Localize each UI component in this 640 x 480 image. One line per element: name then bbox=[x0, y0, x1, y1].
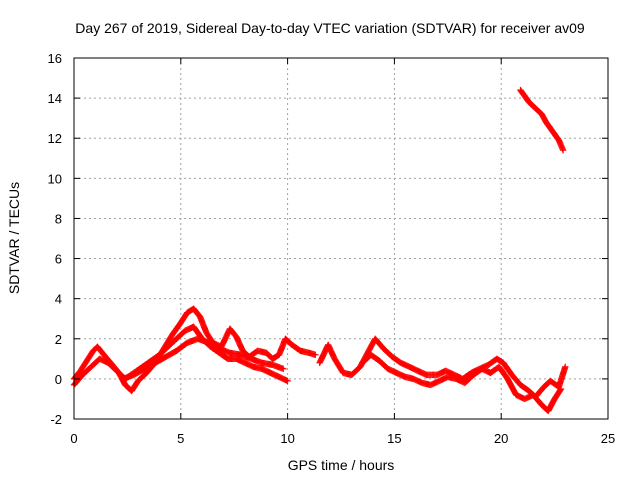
x-tick-label: 5 bbox=[177, 431, 184, 446]
y-tick-label: 4 bbox=[55, 292, 62, 307]
y-tick-label: 12 bbox=[48, 131, 62, 146]
y-tick-label: 10 bbox=[48, 171, 62, 186]
x-tick-label: 25 bbox=[601, 431, 615, 446]
y-axis-label: SDTVAR / TECUs bbox=[6, 182, 22, 294]
y-tick-label: 6 bbox=[55, 252, 62, 267]
x-axis-label: GPS time / hours bbox=[288, 457, 395, 473]
y-tick-label: 0 bbox=[55, 372, 62, 387]
y-tick-label: -2 bbox=[50, 412, 62, 427]
y-tick-label: 14 bbox=[48, 91, 62, 106]
x-tick-label: 10 bbox=[280, 431, 294, 446]
x-tick-label: 0 bbox=[70, 431, 77, 446]
chart-title: Day 267 of 2019, Sidereal Day-to-day VTE… bbox=[75, 20, 585, 36]
x-tick-label: 20 bbox=[494, 431, 508, 446]
y-tick-label: 2 bbox=[55, 332, 62, 347]
y-tick-label: 8 bbox=[55, 211, 62, 226]
y-tick-label: 16 bbox=[48, 51, 62, 66]
chart: Day 267 of 2019, Sidereal Day-to-day VTE… bbox=[0, 0, 640, 480]
x-tick-label: 15 bbox=[387, 431, 401, 446]
